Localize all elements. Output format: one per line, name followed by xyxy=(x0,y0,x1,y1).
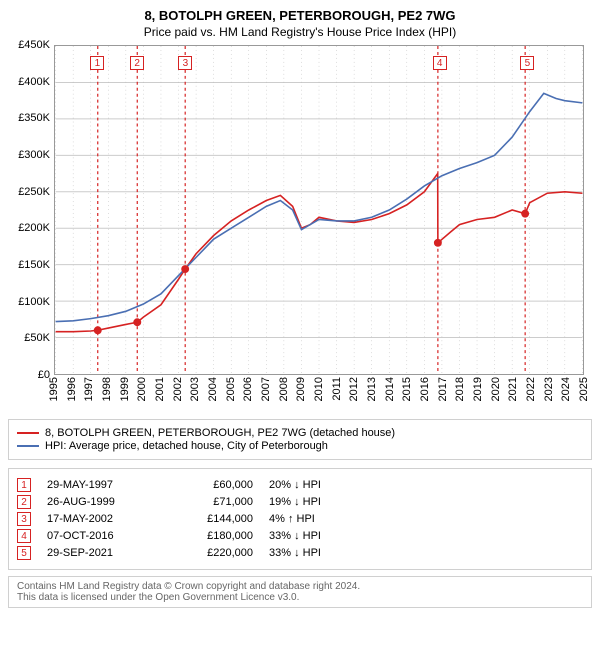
y-tick-label: £350K xyxy=(18,112,50,124)
plot-canvas: 1 2 3 4 5 xyxy=(54,45,584,375)
event-price: £71,000 xyxy=(173,496,253,508)
event-price: £60,000 xyxy=(173,479,253,491)
event-date: 29-SEP-2021 xyxy=(47,547,157,559)
x-axis: 1995199619971998199920002001200220032004… xyxy=(54,375,584,415)
x-tick-label: 2021 xyxy=(507,377,519,401)
y-tick-label: £50K xyxy=(24,332,50,344)
legend: 8, BOTOLPH GREEN, PETERBOROUGH, PE2 7WG … xyxy=(8,419,592,460)
x-tick-label: 1997 xyxy=(83,377,95,401)
x-tick-label: 2004 xyxy=(207,377,219,401)
event-price: £180,000 xyxy=(173,530,253,542)
y-tick-label: £200K xyxy=(18,222,50,234)
footer-line-1: Contains HM Land Registry data © Crown c… xyxy=(17,581,583,592)
y-tick-label: £400K xyxy=(18,76,50,88)
x-tick-label: 2019 xyxy=(472,377,484,401)
event-marker: 3 xyxy=(178,56,192,70)
legend-label-hpi: HPI: Average price, detached house, City… xyxy=(45,440,328,452)
event-row: 5 29-SEP-2021 £220,000 33% ↓ HPI xyxy=(17,546,583,560)
event-date: 29-MAY-1997 xyxy=(47,479,157,491)
y-tick-label: £450K xyxy=(18,39,50,51)
x-tick-label: 2015 xyxy=(401,377,413,401)
event-row: 3 17-MAY-2002 £144,000 4% ↑ HPI xyxy=(17,512,583,526)
event-row-marker: 1 xyxy=(17,478,31,492)
x-tick-label: 2008 xyxy=(278,377,290,401)
x-tick-label: 2018 xyxy=(454,377,466,401)
x-tick-label: 2010 xyxy=(313,377,325,401)
x-tick-label: 2013 xyxy=(366,377,378,401)
x-tick-label: 2003 xyxy=(189,377,201,401)
price-chart: 8, BOTOLPH GREEN, PETERBOROUGH, PE2 7WG … xyxy=(8,8,592,608)
event-marker: 2 xyxy=(130,56,144,70)
event-date: 26-AUG-1999 xyxy=(47,496,157,508)
y-tick-label: £300K xyxy=(18,149,50,161)
event-row: 1 29-MAY-1997 £60,000 20% ↓ HPI xyxy=(17,478,583,492)
event-delta: 33% ↓ HPI xyxy=(269,530,379,542)
event-row: 2 26-AUG-1999 £71,000 19% ↓ HPI xyxy=(17,495,583,509)
x-tick-label: 2014 xyxy=(384,377,396,401)
event-marker: 4 xyxy=(433,56,447,70)
y-tick-label: £150K xyxy=(18,259,50,271)
x-tick-label: 2020 xyxy=(490,377,502,401)
event-delta: 19% ↓ HPI xyxy=(269,496,379,508)
event-delta: 4% ↑ HPI xyxy=(269,513,379,525)
legend-item-property: 8, BOTOLPH GREEN, PETERBOROUGH, PE2 7WG … xyxy=(17,427,583,439)
event-row-marker: 2 xyxy=(17,495,31,509)
event-row-marker: 5 xyxy=(17,546,31,560)
x-tick-label: 2022 xyxy=(525,377,537,401)
x-tick-label: 2002 xyxy=(172,377,184,401)
legend-swatch-property xyxy=(17,432,39,434)
x-tick-label: 2025 xyxy=(578,377,590,401)
plot-area: £0£50K£100K£150K£200K£250K£300K£350K£400… xyxy=(8,45,592,375)
x-tick-label: 1996 xyxy=(66,377,78,401)
x-tick-label: 2006 xyxy=(242,377,254,401)
event-price: £144,000 xyxy=(173,513,253,525)
legend-swatch-hpi xyxy=(17,445,39,447)
legend-item-hpi: HPI: Average price, detached house, City… xyxy=(17,440,583,452)
x-tick-label: 2023 xyxy=(543,377,555,401)
x-tick-label: 2009 xyxy=(295,377,307,401)
event-date: 17-MAY-2002 xyxy=(47,513,157,525)
x-tick-label: 1995 xyxy=(48,377,60,401)
x-tick-label: 2000 xyxy=(136,377,148,401)
x-tick-label: 2005 xyxy=(225,377,237,401)
event-marker: 5 xyxy=(520,56,534,70)
x-tick-label: 2001 xyxy=(154,377,166,401)
x-tick-label: 2011 xyxy=(331,377,343,401)
chart-subtitle: Price paid vs. HM Land Registry's House … xyxy=(8,25,592,39)
event-marker: 1 xyxy=(90,56,104,70)
events-table: 1 29-MAY-1997 £60,000 20% ↓ HPI 2 26-AUG-1999… xyxy=(8,468,592,570)
x-tick-label: 2012 xyxy=(348,377,360,401)
event-row-marker: 3 xyxy=(17,512,31,526)
x-tick-label: 2024 xyxy=(560,377,572,401)
event-delta: 20% ↓ HPI xyxy=(269,479,379,491)
x-tick-label: 1999 xyxy=(119,377,131,401)
legend-label-property: 8, BOTOLPH GREEN, PETERBOROUGH, PE2 7WG … xyxy=(45,427,395,439)
x-tick-label: 2016 xyxy=(419,377,431,401)
x-tick-label: 2017 xyxy=(437,377,449,401)
event-price: £220,000 xyxy=(173,547,253,559)
event-delta: 33% ↓ HPI xyxy=(269,547,379,559)
x-tick-label: 1998 xyxy=(101,377,113,401)
x-tick-label: 2007 xyxy=(260,377,272,401)
footer-line-2: This data is licensed under the Open Gov… xyxy=(17,592,583,603)
event-row: 4 07-OCT-2016 £180,000 33% ↓ HPI xyxy=(17,529,583,543)
y-axis: £0£50K£100K£150K£200K£250K£300K£350K£400… xyxy=(8,45,54,375)
event-date: 07-OCT-2016 xyxy=(47,530,157,542)
y-tick-label: £250K xyxy=(18,186,50,198)
footer-attribution: Contains HM Land Registry data © Crown c… xyxy=(8,576,592,608)
y-tick-label: £100K xyxy=(18,296,50,308)
chart-title: 8, BOTOLPH GREEN, PETERBOROUGH, PE2 7WG xyxy=(8,8,592,23)
series-layer xyxy=(55,46,583,374)
event-row-marker: 4 xyxy=(17,529,31,543)
